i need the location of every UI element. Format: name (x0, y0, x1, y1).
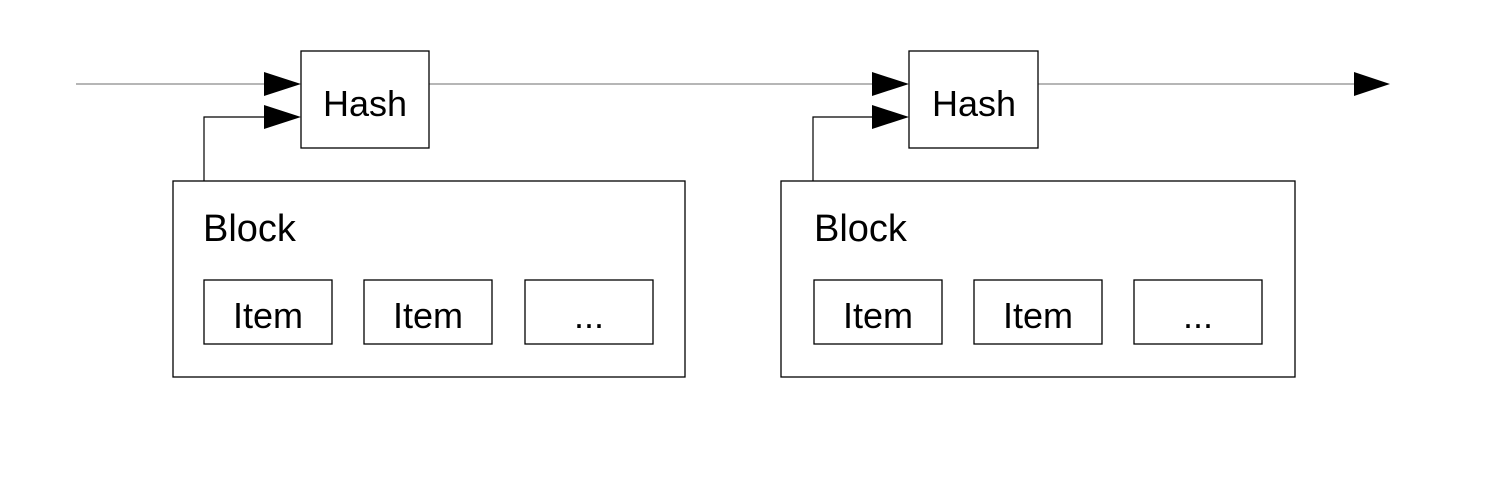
block-1-item-ellipsis-frame (524, 279, 654, 345)
block-2-item-ellipsis-label: ... (1183, 295, 1213, 336)
chain-link-1: Hash Block Item Item ... (172, 50, 686, 378)
block-2-item-2-frame (973, 279, 1103, 345)
hash-1-block-input-arrowhead (264, 105, 301, 129)
block-2-item-2: Item (973, 279, 1103, 345)
block-1-to-hash-1-connector (203, 116, 268, 181)
block-1-item-2: Item (363, 279, 493, 345)
block-1-item-1-frame (203, 279, 333, 345)
hash-2-block-input-arrowhead (872, 105, 909, 129)
block-2-item-1-frame (813, 279, 943, 345)
block-2-item-1-label: Item (843, 295, 913, 336)
block-2-to-hash-2-connector (812, 116, 876, 181)
timeline (76, 72, 1390, 96)
block-1-item-2-frame (363, 279, 493, 345)
hash-box-2-frame (908, 50, 1039, 149)
hash-box-1-label: Hash (323, 83, 407, 124)
chain-link-2: Hash Block Item Item ... (780, 50, 1296, 378)
hash-2-prev-input-arrowhead (872, 72, 909, 96)
block-2-item-1: Item (813, 279, 943, 345)
hash-box-1-frame (300, 50, 430, 149)
block-1-item-2-label: Item (393, 295, 463, 336)
block-2: Block Item Item ... (780, 180, 1296, 378)
hash-box-2: Hash (908, 50, 1039, 149)
block-1-item-ellipsis: ... (524, 279, 654, 345)
block-1-item-1-label: Item (233, 295, 303, 336)
block-2-item-ellipsis: ... (1133, 279, 1263, 345)
hash-box-1: Hash (300, 50, 430, 149)
block-1: Block Item Item ... (172, 180, 686, 378)
hash-box-2-label: Hash (932, 83, 1016, 124)
block-2-item-ellipsis-frame (1133, 279, 1263, 345)
timeline-end-arrowhead (1354, 72, 1390, 96)
block-1-item-1: Item (203, 279, 333, 345)
block-1-label: Block (203, 208, 297, 250)
block-2-item-2-label: Item (1003, 295, 1073, 336)
block-2-label: Block (814, 208, 908, 250)
block-1-item-ellipsis-label: ... (574, 295, 604, 336)
hash-1-prev-input-arrowhead (264, 72, 301, 96)
